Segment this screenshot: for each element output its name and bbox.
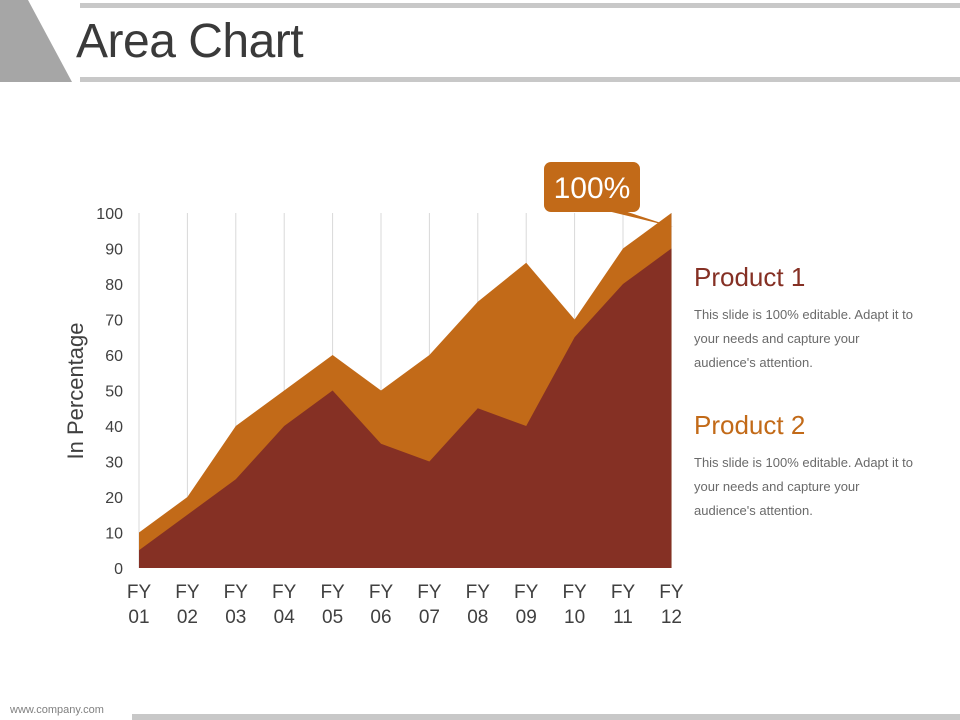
x-tick-label-9: FY 09: [514, 582, 539, 628]
y-tick-label-80: 80: [105, 277, 123, 294]
y-tick-label-100: 100: [96, 206, 123, 223]
x-tick-label-12: FY 12: [659, 582, 684, 628]
y-tick-label-60: 60: [105, 348, 123, 365]
header-top-rule: [80, 3, 960, 8]
legend-product-2-description: This slide is 100% editable. Adapt it to…: [694, 455, 913, 518]
corner-accent-shape: [0, 0, 72, 82]
legend-product-1-title: Product 1: [694, 262, 806, 292]
legend-product-1-description: This slide is 100% editable. Adapt it to…: [694, 307, 913, 370]
y-tick-label-50: 50: [105, 384, 123, 401]
y-tick-label-10: 10: [105, 526, 123, 543]
y-tick-label-90: 90: [105, 242, 123, 259]
y-tick-label-40: 40: [105, 419, 123, 436]
y-tick-label-20: 20: [105, 490, 123, 507]
x-tick-label-6: FY 06: [369, 582, 394, 628]
footer-website: www.company.com: [10, 704, 104, 716]
area-product-1: [139, 248, 672, 568]
footer-rule: [132, 714, 960, 720]
callout-label: 100%: [554, 172, 631, 205]
callout-pointer: [603, 210, 674, 227]
x-tick-label-10: FY 10: [562, 582, 587, 628]
title-underline-rule: [80, 77, 960, 82]
x-tick-label-1: FY 01: [127, 582, 152, 628]
x-tick-label-4: FY 04: [272, 582, 297, 628]
y-tick-label-30: 30: [105, 455, 123, 472]
x-tick-label-8: FY 08: [466, 582, 491, 628]
callout-box: [544, 162, 640, 212]
x-tick-label-11: FY 11: [611, 582, 636, 628]
legend-product-1: Product 1 This slide is 100% editable. A…: [694, 262, 924, 375]
x-tick-label-2: FY 02: [175, 582, 200, 628]
legend-product-2: Product 2 This slide is 100% editable. A…: [694, 410, 924, 523]
legend-product-2-title: Product 2: [694, 410, 806, 440]
x-tick-label-3: FY 03: [224, 582, 249, 628]
y-axis-label: In Percentage: [63, 323, 88, 460]
y-tick-label-70: 70: [105, 313, 123, 330]
slide-title: Area Chart: [76, 15, 304, 68]
x-tick-label-7: FY 07: [417, 582, 442, 628]
x-tick-label-5: FY 05: [320, 582, 345, 628]
y-tick-label-0: 0: [114, 561, 123, 578]
